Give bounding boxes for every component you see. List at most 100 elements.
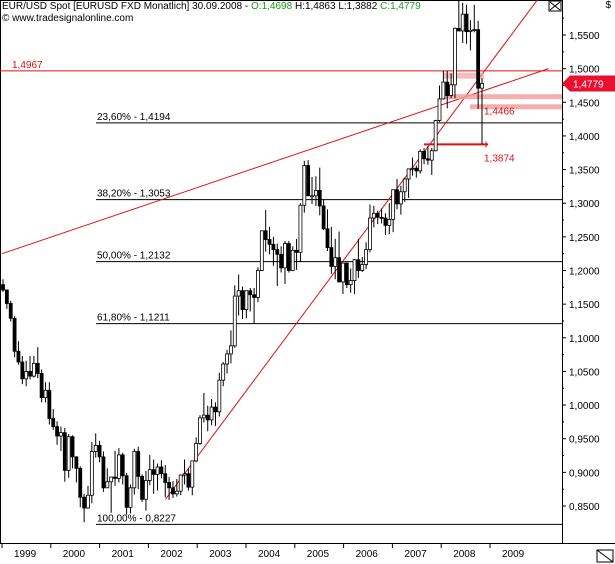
candle-body xyxy=(171,487,175,495)
date-label: 30.09.2008 xyxy=(192,1,243,12)
x-tick-label: 2000 xyxy=(63,549,86,560)
y-tick-label: 0,9500 xyxy=(569,435,600,446)
period-label: Monatlich] xyxy=(143,1,190,12)
candle-body xyxy=(333,257,338,267)
candle-body xyxy=(140,475,144,500)
candle-body xyxy=(12,317,17,352)
candle-body xyxy=(433,120,438,152)
x-tick-label: 2001 xyxy=(112,549,135,560)
candle-body xyxy=(263,230,268,240)
copyright-label: © www.tradesignalonline.com xyxy=(2,13,134,24)
fibonacci-label: 100,00% - 0,8227 xyxy=(97,513,176,524)
fibonacci-label: 50,00% - 1,2132 xyxy=(97,251,171,262)
candle-body xyxy=(8,303,13,319)
candle-body xyxy=(317,190,322,207)
y-tick-label: 0,8500 xyxy=(569,502,600,513)
x-tick-label: 2003 xyxy=(209,549,232,560)
candle-body xyxy=(476,29,481,89)
candle-body xyxy=(167,482,172,489)
x-tick-label: 2009 xyxy=(502,549,525,560)
candle-body xyxy=(113,476,117,479)
candle-body xyxy=(174,490,179,495)
candle-body xyxy=(229,345,233,355)
candle-body xyxy=(375,212,380,218)
corner-box-mark xyxy=(596,549,614,563)
low-value: L:1,3882 xyxy=(338,1,378,12)
candle-body xyxy=(116,454,121,479)
candle-body xyxy=(120,454,125,477)
candle-body xyxy=(456,27,461,32)
candle-body xyxy=(422,151,426,160)
candle-body xyxy=(147,469,152,481)
candle-body xyxy=(105,481,110,489)
candle-body xyxy=(1,284,5,291)
candle-body xyxy=(182,473,187,476)
candle-body xyxy=(4,289,9,304)
candle-body xyxy=(398,191,403,205)
candle-body xyxy=(402,178,407,193)
candle-body xyxy=(313,190,318,197)
candle-body xyxy=(418,151,423,172)
candle-body xyxy=(24,371,29,380)
candle-body xyxy=(86,494,90,509)
candle-body xyxy=(136,451,141,477)
candle-body xyxy=(371,212,376,219)
long-trendline xyxy=(1,68,549,255)
candle-body xyxy=(101,456,106,489)
candle-body xyxy=(252,294,256,298)
y-tick-label: 1,5500 xyxy=(569,31,600,42)
candle-body xyxy=(236,290,241,297)
candle-body xyxy=(28,371,32,377)
candle-body xyxy=(279,253,284,269)
y-tick-label: 1,0000 xyxy=(569,401,600,412)
candle-body xyxy=(47,389,52,419)
candle-body xyxy=(395,189,399,205)
candle-body xyxy=(124,475,129,508)
candle-body xyxy=(429,150,434,161)
y-tick-label: 1,2000 xyxy=(569,267,600,278)
candle-body xyxy=(16,350,21,363)
candle-body xyxy=(62,432,67,471)
x-tick-label: 2007 xyxy=(404,549,427,560)
candle-body xyxy=(97,445,102,458)
separator: - xyxy=(244,1,249,12)
support-band-upper xyxy=(444,94,562,100)
y-tick-label: 1,4000 xyxy=(569,132,600,143)
fibonacci-label: 38,20% - 1,3053 xyxy=(97,189,171,200)
candle-body xyxy=(35,362,40,374)
candle-body xyxy=(74,456,79,469)
last-price-tag xyxy=(562,75,615,92)
candle-body xyxy=(302,165,307,206)
candle-body xyxy=(294,249,299,253)
candle-body xyxy=(109,476,114,483)
high-value: H:1,4863 xyxy=(294,1,336,12)
candle-body xyxy=(194,443,199,462)
candle-body xyxy=(144,480,148,500)
candle-body xyxy=(360,264,365,271)
candle-body xyxy=(132,451,137,489)
candle-body xyxy=(82,496,87,509)
candle-body xyxy=(410,167,415,170)
y-tick-label: 1,5000 xyxy=(569,65,600,76)
candle-body xyxy=(39,373,44,399)
candle-body xyxy=(198,417,202,444)
candle-body xyxy=(321,205,326,230)
y-tick-label: 1,1500 xyxy=(569,300,600,311)
y-tick-label: 1,3000 xyxy=(569,199,600,210)
candle-body xyxy=(348,280,353,286)
candle-body xyxy=(472,29,477,32)
candle-body xyxy=(163,473,168,483)
candle-body xyxy=(32,362,36,377)
candle-body xyxy=(364,249,369,265)
candle-body xyxy=(426,158,430,161)
y-tick-label: 1,4500 xyxy=(569,98,600,109)
close-box xyxy=(548,0,562,12)
support-marker-label: 1,3874 xyxy=(484,153,515,164)
candle-body xyxy=(356,259,361,271)
resistance-label: 1,4967 xyxy=(12,60,43,71)
candle-body xyxy=(213,406,218,413)
candle-body xyxy=(209,406,214,421)
open-value: O:1,4698 xyxy=(251,1,293,12)
